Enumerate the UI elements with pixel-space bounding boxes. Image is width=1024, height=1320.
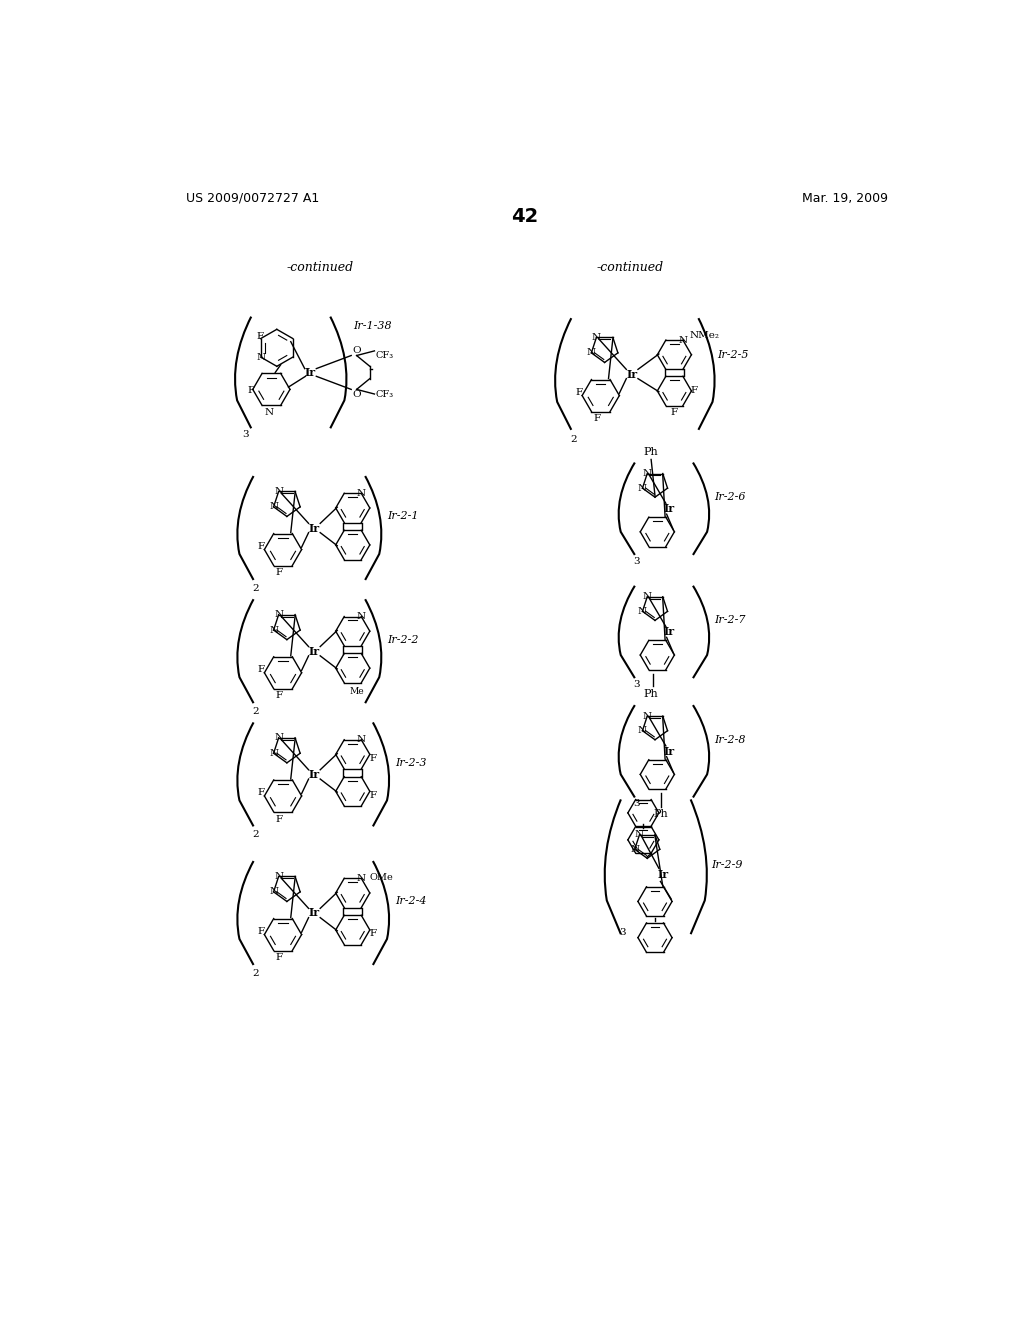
Text: F: F [275,953,283,962]
Text: F: F [370,754,377,763]
Text: N: N [678,335,687,345]
Text: Ir-2-7: Ir-2-7 [714,615,745,626]
Text: -continued: -continued [287,261,353,275]
Text: N: N [269,748,279,758]
Text: Ir-1-38: Ir-1-38 [352,321,391,331]
Text: Ir-2-1: Ir-2-1 [388,511,419,521]
Text: Ir: Ir [664,627,675,638]
Text: 3: 3 [633,799,640,808]
Text: 2: 2 [253,583,259,593]
Text: F: F [370,791,377,800]
Text: F: F [258,927,265,936]
Text: N: N [264,408,273,417]
Text: N: N [274,734,284,742]
Text: 2: 2 [253,706,259,715]
Text: Mar. 19, 2009: Mar. 19, 2009 [802,191,888,205]
Text: Ph: Ph [644,446,658,457]
Text: N: N [269,887,279,896]
Text: N: N [256,352,265,362]
Text: Ir: Ir [304,367,315,378]
Text: Ir-2-3: Ir-2-3 [395,758,427,768]
Text: F: F [256,331,263,341]
Text: N: N [356,735,366,744]
Text: OMe: OMe [370,873,393,882]
Text: 3: 3 [633,680,640,689]
Text: N: N [643,593,652,601]
Text: N: N [643,711,652,721]
Text: 3: 3 [620,928,626,937]
Text: F: F [370,929,377,939]
Text: Ir-2-4: Ir-2-4 [395,896,427,907]
Text: F: F [258,788,265,797]
Text: Ir: Ir [308,645,319,657]
Text: N: N [638,726,647,735]
Text: N: N [638,607,647,616]
Text: 3: 3 [243,429,249,438]
Text: N: N [274,487,284,496]
Text: F: F [575,388,583,397]
Text: N: N [356,488,366,498]
Text: Ph: Ph [644,689,658,698]
Text: N: N [356,874,366,883]
Text: N: N [638,483,647,492]
Text: N: N [592,333,601,342]
Text: Ir: Ir [308,908,319,919]
Text: 2: 2 [253,969,259,978]
Text: Ir-2-8: Ir-2-8 [714,735,745,744]
Text: F: F [258,665,265,675]
Text: US 2009/0072727 A1: US 2009/0072727 A1 [186,191,319,205]
Text: F: F [671,408,678,417]
Text: Ir-2-6: Ir-2-6 [714,492,745,502]
Text: CF₃: CF₃ [376,389,394,399]
Text: Ir: Ir [664,746,675,756]
Text: Ph: Ph [654,809,669,820]
Text: F: F [593,414,600,424]
Text: N: N [587,348,596,358]
Text: Ir-2-2: Ir-2-2 [388,635,419,644]
Text: F: F [258,543,265,550]
Text: N: N [643,469,652,478]
Text: F: F [275,692,283,701]
Text: N: N [269,626,279,635]
Text: 3: 3 [633,557,640,565]
Text: Ir: Ir [627,368,637,380]
Text: N: N [356,612,366,620]
Text: F: F [691,387,698,396]
Text: N: N [635,830,644,840]
Text: Ir: Ir [664,503,675,515]
Text: CF₃: CF₃ [376,351,394,360]
Text: O: O [352,389,360,399]
Text: N: N [269,503,279,511]
Text: N: N [630,845,639,854]
Text: 2: 2 [570,436,577,444]
Text: Ir: Ir [657,869,669,880]
Text: 42: 42 [511,207,539,226]
Text: O: O [352,346,360,355]
Text: Ir-2-5: Ir-2-5 [717,350,749,360]
Text: NMe₂: NMe₂ [690,331,720,341]
Text: F: F [275,814,283,824]
Text: F: F [248,387,255,396]
Text: -continued: -continued [597,261,664,275]
Text: Ir: Ir [308,523,319,533]
Text: N: N [274,610,284,619]
Text: Ir-2-9: Ir-2-9 [711,861,742,870]
Text: 2: 2 [253,830,259,840]
Text: F: F [275,568,283,577]
Text: N: N [274,873,284,880]
Text: Ir: Ir [308,768,319,780]
Text: Me: Me [349,686,364,696]
